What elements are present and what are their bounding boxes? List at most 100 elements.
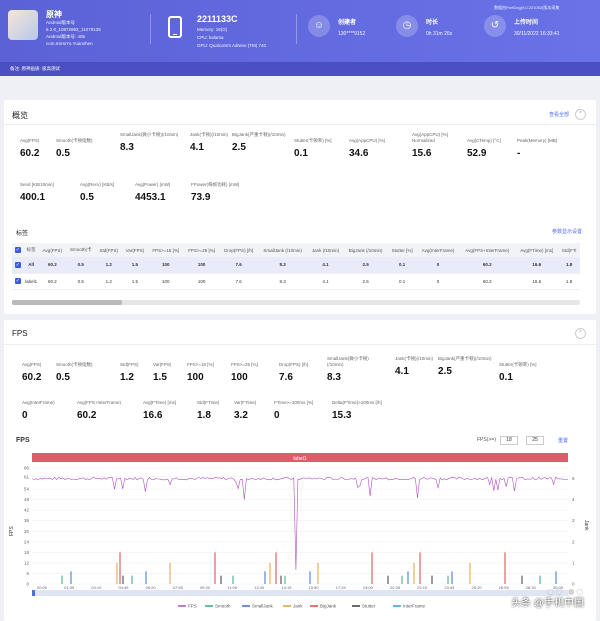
fps-line [31, 476, 569, 570]
y2-tick-label: 2 [572, 539, 575, 544]
legend-label[interactable]: Stutter [362, 604, 376, 609]
table-cell: 1.2 [95, 257, 122, 274]
legend-label[interactable]: SmallJank [252, 604, 274, 609]
collapse-icon[interactable]: ⌃ [575, 109, 586, 120]
table-cell: 1.5 [121, 257, 148, 274]
table-scrollbar[interactable] [12, 300, 580, 305]
chart-title: FPS [16, 437, 30, 444]
report-header: 原神 Android版本号 6.2.0_10872992_11079135 An… [0, 0, 600, 62]
fps-chart[interactable]: label1 FPS Jank 061218243036424854616601… [0, 448, 600, 618]
table-header: ✓ [12, 243, 24, 257]
table-header: Var(FPS) [121, 243, 148, 257]
metric-label: Std(FPS) [120, 362, 139, 367]
metric-value: 100 [231, 372, 248, 383]
y-tick-label: 66 [24, 466, 30, 471]
divider [4, 124, 596, 125]
metric-label: Std(FTime) [197, 400, 220, 405]
table-cell: 4.1 [307, 257, 344, 274]
row-checkbox[interactable]: ✓ [14, 261, 21, 268]
metric-value: 34.6 [349, 148, 369, 159]
table-header: Std(FPS) [95, 243, 122, 257]
x-tick-label: 19:00 [363, 585, 374, 590]
metric: BigJank(严重卡顿)(/10min) 2.5 [438, 356, 494, 377]
x-tick-label: 30:05 [553, 585, 564, 590]
x-tick-label: 07:55 [173, 585, 184, 590]
metric: Avg(Recv) [KB/s] 0.5 [80, 182, 140, 203]
y-tick-label: 18 [24, 550, 30, 555]
table-cell: 60.2 [38, 257, 66, 274]
metric-label: Avg(AppCPU) [%] [349, 138, 385, 143]
slider-handle-left[interactable] [32, 590, 35, 596]
app-meta-line: Android版本号 [46, 20, 76, 25]
history-icon: ↺ [484, 15, 506, 37]
metric-value: 0.1 [499, 372, 513, 383]
duration-label: 时长 [426, 20, 439, 26]
table-cell: 100 [183, 273, 220, 290]
metric-value: 1.5 [153, 372, 167, 383]
labels-title: 标签 [16, 231, 29, 237]
metric-value: 1.2 [120, 372, 134, 383]
legend-label[interactable]: FPS [188, 604, 197, 609]
y2-tick-label: 5 [572, 476, 575, 481]
metric: FPS>=18 [%] 100 [187, 362, 229, 383]
reset-button[interactable]: 重置 [558, 438, 569, 444]
clock-icon: ◷ [396, 15, 418, 37]
legend-label[interactable]: InterFrame [403, 604, 426, 609]
table-row[interactable]: ✓ label1 60.2 0.5 1.2 1.5 100 100 7.6 8.… [12, 273, 580, 290]
threshold-input-high[interactable]: 25 [526, 436, 544, 445]
table-cell: 8.3 [257, 257, 308, 274]
metric-label: Jank(卡顿)(/10min) [190, 132, 229, 137]
metric: Avg(FPS) 60.2 [20, 138, 60, 159]
app-meta: Android版本号 6.2.0_10872992_11079135 Andro… [46, 19, 101, 47]
table-row[interactable]: ✓ All 60.2 0.5 1.2 1.5 100 100 7.6 8.3 4… [12, 257, 580, 274]
legend-label[interactable]: Jank [293, 604, 303, 609]
metric: Var(FPS) 1.5 [153, 362, 185, 383]
threshold-input-low[interactable]: 18 [500, 436, 518, 445]
metric-value: - [517, 148, 521, 159]
x-tick-label: 22:10 [417, 585, 428, 590]
legend-label[interactable]: Smooth [215, 604, 231, 609]
y2-tick-label: 1 [572, 560, 575, 565]
metric-value: 0.5 [56, 372, 70, 383]
scrollbar-thumb[interactable] [12, 300, 122, 305]
table-cell: 60.2 [38, 273, 66, 290]
view-all-link[interactable]: 查看全部 [549, 112, 570, 118]
metric-value: 0.1 [294, 148, 308, 159]
metric-value: 52.9 [467, 148, 487, 159]
y2-tick-label: 0 [572, 582, 575, 587]
metric-label: Var(FTime) [234, 400, 257, 405]
table-cell: 2.5 [343, 273, 388, 290]
table-cell: 60.2 [459, 273, 516, 290]
metric: FPower(每帧功耗) [mW] 73.9 [191, 182, 261, 203]
x-tick-label: 28:30 [526, 585, 537, 590]
x-tick-label: 14:15 [281, 585, 292, 590]
time-range-slider[interactable] [32, 590, 568, 596]
label-band[interactable] [32, 453, 568, 462]
table-header: Stutter [%] [387, 243, 417, 257]
metric-value: 400.1 [20, 192, 46, 203]
table-cell: 1.8 [558, 257, 580, 274]
app-avatar [8, 10, 38, 40]
legend-label[interactable]: BigJank [320, 604, 337, 609]
x-tick-label: 12:40 [254, 585, 265, 590]
duration-value: 0h 31m 26s [426, 31, 453, 37]
param-settings-link[interactable]: 参数显示设置 [552, 229, 583, 235]
table-header: Avg(InterFrame) [416, 243, 460, 257]
row-checkbox[interactable]: ✓ [14, 278, 21, 284]
labels-table: ✓ 标签 Avg(FPS) Smooth(卡 Std(FPS) Var(FPS)… [12, 243, 580, 290]
upload-label: 上传时间 [514, 20, 539, 26]
row-checkbox-cell: ✓ [12, 273, 24, 290]
select-all-checkbox[interactable]: ✓ [14, 247, 21, 253]
watermark: 头条 @手机中国 [511, 598, 584, 609]
metric-value: 60.2 [20, 148, 40, 159]
metric-label: SmallJank(微小卡顿)(/10min) [327, 356, 369, 367]
table-cell: label1 [23, 273, 39, 290]
report-note: 数据由PerfDog(9.0.221052)版本采集 [494, 5, 560, 10]
y2-tick-label: 3 [572, 518, 575, 523]
fps-panel: FPS ⌃ Avg(FPS) 60.2 Smooth(卡顿指数) 0.5 Std(F… [4, 320, 596, 621]
metric: Delta(FTime)>100ms [/h] 15.3 [332, 400, 402, 421]
creator-label: 创建者 [338, 20, 357, 26]
collapse-icon[interactable]: ⌃ [575, 328, 586, 339]
table-cell: 0.1 [387, 273, 417, 290]
metric-value: 4453.1 [135, 192, 166, 203]
